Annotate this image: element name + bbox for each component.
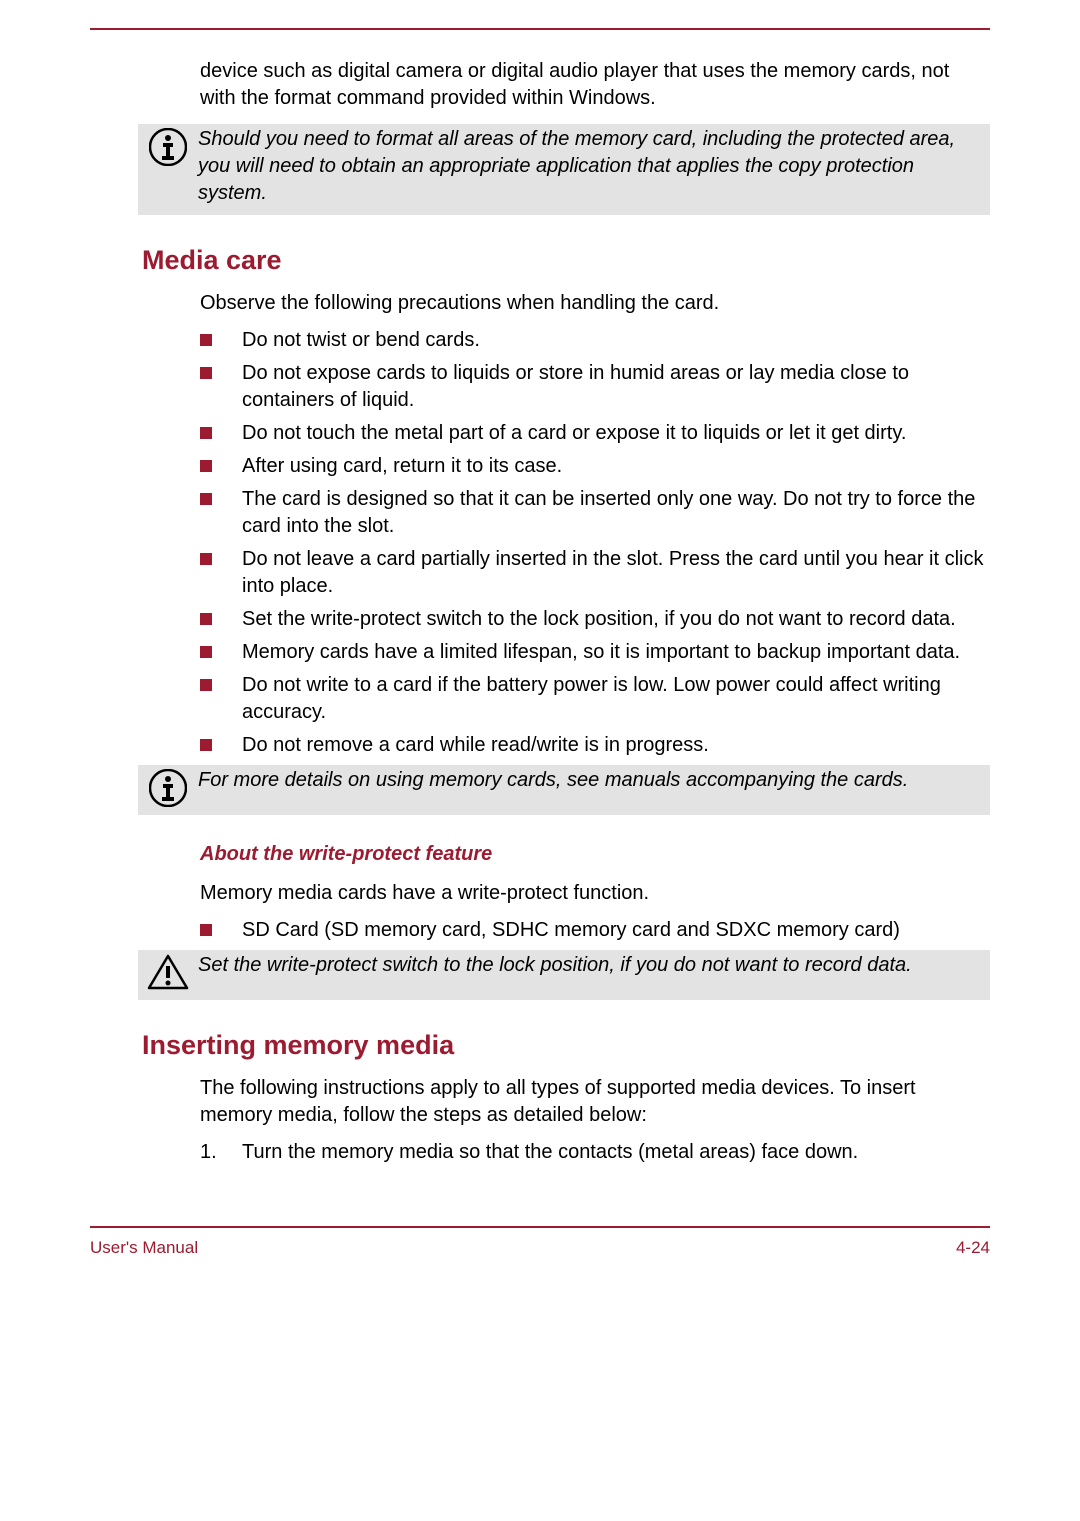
list-item: Do not remove a card while read/write is…: [200, 732, 990, 759]
info-icon: [140, 126, 196, 166]
list-item: Set the write-protect switch to the lock…: [200, 606, 990, 633]
caution-text: Set the write-protect switch to the lock…: [196, 952, 976, 979]
list-item: After using card, return it to its case.: [200, 453, 990, 480]
inserting-steps: 1. Turn the memory media so that the cont…: [200, 1139, 990, 1166]
list-item: Do not write to a card if the battery po…: [200, 672, 990, 726]
list-item: 1. Turn the memory media so that the cont…: [200, 1139, 990, 1166]
note-box: Should you need to format all areas of t…: [138, 124, 990, 215]
heading-media-care: Media care: [142, 245, 990, 276]
list-item: Do not expose cards to liquids or store …: [200, 360, 990, 414]
footer-right: 4-24: [956, 1238, 990, 1258]
info-icon: [140, 767, 196, 807]
list-item: Do not leave a card partially inserted i…: [200, 546, 990, 600]
list-item: Do not touch the metal part of a card or…: [200, 420, 990, 447]
footer-left: User's Manual: [90, 1238, 198, 1258]
step-number: 1.: [200, 1139, 217, 1166]
media-care-lead: Observe the following precautions when h…: [200, 290, 990, 317]
list-item: The card is designed so that it can be i…: [200, 486, 990, 540]
note-text: For more details on using memory cards, …: [196, 767, 976, 794]
note-box: For more details on using memory cards, …: [138, 765, 990, 815]
caution-box: Set the write-protect switch to the lock…: [138, 950, 990, 1000]
inserting-lead: The following instructions apply to all …: [200, 1075, 990, 1129]
note-text: Should you need to format all areas of t…: [196, 126, 976, 207]
top-rule: [90, 28, 990, 30]
list-item: Memory cards have a limited lifespan, so…: [200, 639, 990, 666]
intro-continued: device such as digital camera or digital…: [200, 58, 990, 112]
step-text: Turn the memory media so that the contac…: [242, 1141, 858, 1163]
heading-write-protect: About the write-protect feature: [200, 843, 990, 866]
write-protect-list: SD Card (SD memory card, SDHC memory car…: [200, 917, 990, 944]
media-care-list: Do not twist or bend cards. Do not expos…: [200, 327, 990, 759]
page: device such as digital camera or digital…: [0, 0, 1080, 1282]
list-item: Do not twist or bend cards.: [200, 327, 990, 354]
write-protect-lead: Memory media cards have a write-protect …: [200, 880, 990, 907]
warning-icon: [140, 952, 196, 992]
footer: User's Manual 4-24: [90, 1226, 990, 1258]
list-item: SD Card (SD memory card, SDHC memory car…: [200, 917, 990, 944]
heading-inserting: Inserting memory media: [142, 1030, 990, 1061]
